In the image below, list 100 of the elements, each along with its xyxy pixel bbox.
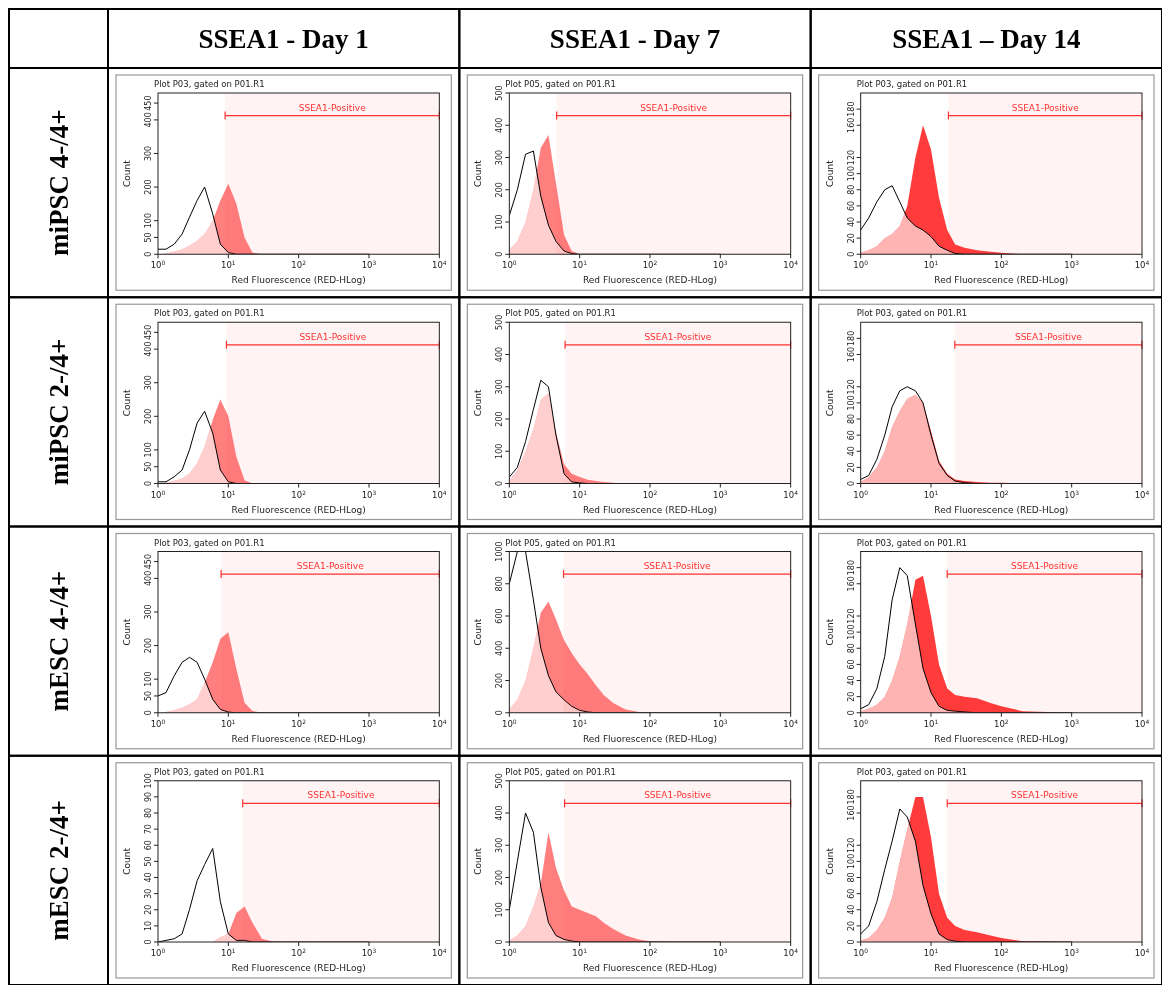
band-label: SSEA1-Positive: [640, 102, 708, 113]
x-tick-label: 10$^{3}$: [1064, 717, 1080, 729]
y-tick-label: 60: [846, 659, 856, 670]
y-tick-label: 60: [846, 888, 856, 899]
y-tick-label: 60: [846, 200, 856, 211]
chart-title: Plot P05, gated on P01.R1: [505, 766, 616, 777]
band-label: SSEA1-Positive: [296, 561, 365, 572]
y-tick-label: 100: [144, 213, 153, 229]
y-tick-label: 200: [144, 408, 153, 424]
y-tick-label: 20: [846, 920, 856, 931]
band-label: SSEA1-Positive: [307, 790, 375, 801]
y-tick-label: 20: [846, 691, 856, 702]
y-tick-label: 50: [144, 690, 153, 702]
y-tick-label: 0: [495, 710, 505, 716]
y-tick-label: 30: [144, 888, 153, 899]
x-tick-label: 10$^{0}$: [853, 717, 869, 729]
x-tick-label: 10$^{4}$: [1134, 946, 1150, 958]
x-tick-label: 10$^{3}$: [713, 717, 728, 729]
x-tick-label: 10$^{4}$: [1134, 258, 1150, 271]
x-tick-label: 10$^{1}$: [923, 946, 939, 958]
y-tick-label: 160: [846, 117, 856, 133]
text: SSEA1 – Day 14: [892, 24, 1081, 54]
y-tick-label: 120: [846, 837, 856, 853]
y-tick-label: 0: [144, 939, 153, 945]
y-tick-label: 200: [144, 637, 153, 654]
y-tick-label: 400: [495, 640, 505, 656]
y-tick-label: 200: [495, 411, 505, 427]
y-tick-label: 50: [144, 856, 153, 867]
y-tick-label: 0: [846, 480, 856, 487]
y-tick-label: 1000: [495, 541, 505, 562]
x-tick-label: 10$^{4}$: [432, 258, 447, 271]
x-tick-label: 10$^{1}$: [572, 488, 588, 500]
x-tick-label: 10$^{3}$: [713, 258, 728, 271]
x-axis-title: Red Fluorescence (RED-HLog): [934, 963, 1069, 973]
x-tick-label: 10$^{0}$: [502, 488, 517, 500]
x-tick-label: 10$^{4}$: [432, 946, 447, 958]
y-tick-label: 500: [495, 85, 505, 101]
x-tick-label: 10$^{2}$: [994, 258, 1009, 271]
y-tick-label: 100: [846, 853, 856, 870]
x-tick-label: 10$^{2}$: [994, 717, 1009, 729]
x-axis-title: Red Fluorescence (RED-HLog): [231, 504, 366, 515]
y-tick-label: 120: [846, 379, 856, 395]
band-label: SSEA1-Positive: [1014, 331, 1083, 342]
x-tick-label: 10$^{3}$: [1064, 258, 1080, 271]
band-label: SSEA1-Positive: [644, 790, 712, 801]
y-tick-label: 50: [144, 461, 153, 472]
y-tick-label: 160: [846, 805, 856, 821]
x-axis-title: Red Fluorescence (RED-HLog): [582, 963, 718, 973]
y-tick-label: 450: [144, 553, 153, 570]
y-tick-label: 400: [144, 341, 153, 357]
text: mESC 2-/4+: [44, 800, 74, 941]
x-axis-title: Red Fluorescence (RED-HLog): [231, 275, 366, 286]
x-tick-label: 10$^{2}$: [642, 258, 658, 271]
y-tick-label: 0: [144, 710, 153, 716]
chart-title: Plot P03, gated on P01.R1: [856, 308, 968, 319]
y-axis-title: Count: [824, 159, 835, 187]
x-tick-label: 10$^{1}$: [923, 717, 939, 729]
x-tick-label: 10$^{0}$: [150, 488, 166, 500]
text: SSEA1 - Day 1: [198, 24, 369, 54]
y-tick-label: 100: [846, 165, 856, 182]
y-tick-label: 100: [846, 395, 856, 411]
x-tick-label: 10$^{4}$: [1134, 717, 1150, 729]
band-label: SSEA1-Positive: [1011, 102, 1080, 113]
y-tick-label: 100: [846, 624, 856, 640]
y-tick-label: 80: [846, 872, 856, 883]
y-tick-label: 0: [846, 939, 856, 945]
y-tick-label: 100: [144, 442, 153, 458]
y-tick-label: 80: [846, 643, 856, 654]
chart-title: Plot P03, gated on P01.R1: [154, 766, 265, 777]
y-tick-label: 60: [846, 430, 856, 441]
y-tick-label: 200: [495, 182, 505, 198]
x-tick-label: 10$^{0}$: [150, 717, 166, 729]
chart-title: Plot P03, gated on P01.R1: [154, 79, 265, 89]
x-tick-label: 10$^{1}$: [572, 717, 588, 729]
band-label: SSEA1-Positive: [1011, 561, 1079, 572]
x-tick-label: 10$^{0}$: [150, 258, 166, 271]
x-tick-label: 10$^{4}$: [783, 488, 799, 500]
x-tick-label: 10$^{3}$: [1064, 488, 1080, 500]
y-axis-title: Count: [824, 847, 835, 875]
x-tick-label: 10$^{3}$: [361, 258, 377, 271]
y-axis-title: Count: [473, 847, 484, 875]
y-tick-label: 450: [144, 324, 153, 340]
x-axis-title: Red Fluorescence (RED-HLog): [231, 733, 366, 744]
x-tick-label: 10$^{4}$: [432, 488, 447, 500]
y-tick-label: 400: [495, 117, 505, 133]
y-tick-label: 200: [495, 869, 505, 886]
x-tick-label: 10$^{4}$: [783, 717, 799, 729]
band-label: SSEA1-Positive: [299, 331, 367, 342]
y-tick-label: 300: [144, 604, 153, 620]
x-axis-title: Red Fluorescence (RED-HLog): [582, 504, 718, 515]
chart-title: Plot P03, gated on P01.R1: [154, 308, 265, 319]
y-tick-label: 300: [495, 837, 505, 853]
x-tick-label: 10$^{1}$: [572, 258, 588, 271]
chart-title: Plot P05, gated on P01.R1: [505, 79, 616, 89]
x-tick-label: 10$^{3}$: [361, 946, 377, 958]
text: mESC 4-/4+: [44, 570, 74, 712]
y-axis-title: Count: [122, 389, 132, 417]
x-tick-label: 10$^{3}$: [1064, 946, 1080, 958]
chart-title: Plot P03, gated on P01.R1: [154, 537, 265, 548]
x-tick-label: 10$^{3}$: [361, 717, 377, 729]
